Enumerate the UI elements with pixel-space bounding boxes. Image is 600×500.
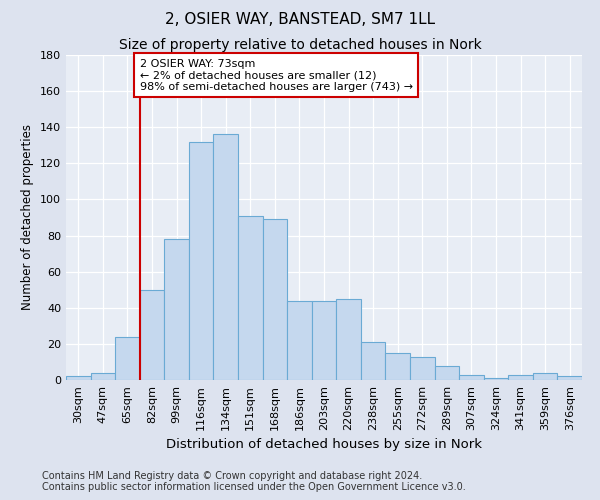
Text: Size of property relative to detached houses in Nork: Size of property relative to detached ho… [119, 38, 481, 52]
Bar [238, 216, 263, 380]
Bar [361, 342, 385, 380]
Bar [459, 374, 484, 380]
Bar [434, 366, 459, 380]
Bar [533, 373, 557, 380]
Bar [115, 336, 140, 380]
Y-axis label: Number of detached properties: Number of detached properties [22, 124, 34, 310]
Bar [484, 378, 508, 380]
Bar [91, 373, 115, 380]
Text: Contains HM Land Registry data © Crown copyright and database right 2024.
Contai: Contains HM Land Registry data © Crown c… [42, 471, 466, 492]
Bar [557, 376, 582, 380]
Bar [508, 374, 533, 380]
Bar [164, 239, 189, 380]
Bar [385, 353, 410, 380]
Bar [263, 220, 287, 380]
Text: 2, OSIER WAY, BANSTEAD, SM7 1LL: 2, OSIER WAY, BANSTEAD, SM7 1LL [165, 12, 435, 28]
X-axis label: Distribution of detached houses by size in Nork: Distribution of detached houses by size … [166, 438, 482, 452]
Bar [410, 356, 434, 380]
Bar [312, 300, 336, 380]
Bar [140, 290, 164, 380]
Bar [189, 142, 214, 380]
Bar [214, 134, 238, 380]
Bar [336, 298, 361, 380]
Bar [287, 300, 312, 380]
Text: 2 OSIER WAY: 73sqm
← 2% of detached houses are smaller (12)
98% of semi-detached: 2 OSIER WAY: 73sqm ← 2% of detached hous… [140, 58, 413, 92]
Bar [66, 376, 91, 380]
